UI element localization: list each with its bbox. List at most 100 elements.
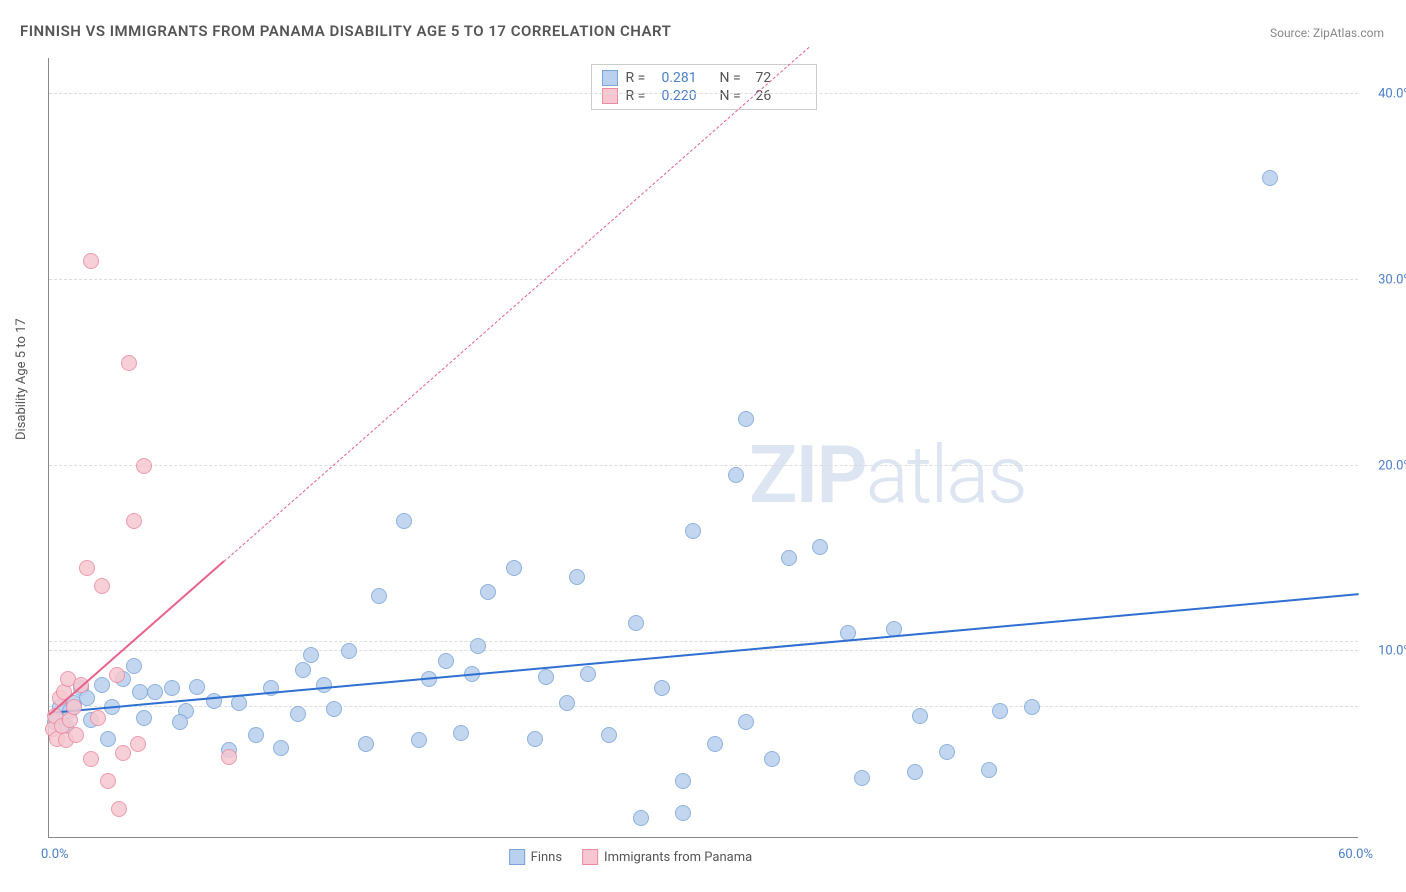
data-point bbox=[164, 680, 180, 696]
data-point bbox=[470, 638, 486, 654]
data-point bbox=[601, 727, 617, 743]
data-point bbox=[189, 679, 205, 695]
data-point bbox=[453, 725, 469, 741]
r-value: 0.220 bbox=[662, 88, 712, 104]
data-point bbox=[738, 411, 754, 427]
data-point bbox=[480, 584, 496, 600]
data-point bbox=[812, 539, 828, 555]
data-point bbox=[79, 560, 95, 576]
trendline bbox=[224, 47, 810, 562]
data-point bbox=[992, 703, 1008, 719]
data-point bbox=[94, 677, 110, 693]
gridline bbox=[49, 641, 1358, 642]
data-point bbox=[132, 684, 148, 700]
data-point bbox=[147, 684, 163, 700]
data-point bbox=[371, 588, 387, 604]
data-point bbox=[580, 666, 596, 682]
legend-swatch bbox=[602, 88, 618, 104]
data-point bbox=[981, 762, 997, 778]
data-point bbox=[68, 727, 84, 743]
data-point bbox=[115, 745, 131, 761]
data-point bbox=[172, 714, 188, 730]
data-point bbox=[111, 801, 127, 817]
stat-row: R = 0.220 N = 26 bbox=[602, 87, 806, 105]
data-point bbox=[83, 253, 99, 269]
data-point bbox=[316, 677, 332, 693]
data-point bbox=[907, 764, 923, 780]
x-axis-min-label: 0.0% bbox=[41, 847, 69, 862]
data-point bbox=[326, 701, 342, 717]
chart-title: FINNISH VS IMMIGRANTS FROM PANAMA DISABI… bbox=[20, 22, 671, 40]
data-point bbox=[126, 658, 142, 674]
n-label: N = bbox=[720, 88, 748, 104]
data-point bbox=[109, 667, 125, 683]
data-point bbox=[295, 662, 311, 678]
data-point bbox=[396, 513, 412, 529]
legend-swatch bbox=[602, 70, 618, 86]
r-label: R = bbox=[626, 88, 654, 104]
data-point bbox=[559, 695, 575, 711]
x-axis-max-label: 60.0% bbox=[1338, 847, 1373, 862]
legend: Finns Immigrants from Panama bbox=[509, 849, 753, 865]
data-point bbox=[939, 744, 955, 760]
r-value: 0.281 bbox=[662, 70, 712, 86]
legend-swatch bbox=[582, 849, 598, 865]
r-label: R = bbox=[626, 70, 654, 86]
data-point bbox=[121, 355, 137, 371]
gridline bbox=[49, 650, 1358, 651]
data-point bbox=[569, 569, 585, 585]
trendline bbox=[49, 594, 1359, 715]
data-point bbox=[221, 749, 237, 765]
n-label: N = bbox=[720, 70, 748, 86]
watermark: ZIPatlas bbox=[749, 428, 1026, 522]
data-point bbox=[738, 714, 754, 730]
data-point bbox=[675, 805, 691, 821]
data-point bbox=[728, 467, 744, 483]
data-point bbox=[66, 699, 82, 715]
data-point bbox=[506, 560, 522, 576]
data-point bbox=[781, 550, 797, 566]
scatter-chart: ZIPatlas R =0.281N =72R =0.220N =26 0.0%… bbox=[48, 58, 1358, 838]
stat-row: R =0.281N =72 bbox=[602, 69, 806, 87]
data-point bbox=[438, 653, 454, 669]
data-point bbox=[764, 751, 780, 767]
data-point bbox=[290, 706, 306, 722]
data-point bbox=[341, 643, 357, 659]
y-tick-label: 30.0% bbox=[1378, 272, 1406, 287]
legend-label: Finns bbox=[531, 850, 562, 865]
legend-item: Immigrants from Panama bbox=[582, 849, 752, 865]
legend-item: Finns bbox=[509, 849, 562, 865]
data-point bbox=[685, 523, 701, 539]
data-point bbox=[633, 810, 649, 826]
data-point bbox=[231, 695, 247, 711]
y-tick-label: 20.0% bbox=[1378, 458, 1406, 473]
data-point bbox=[136, 458, 152, 474]
data-point bbox=[248, 727, 264, 743]
data-point bbox=[527, 731, 543, 747]
data-point bbox=[100, 773, 116, 789]
y-tick-label: 10.0% bbox=[1378, 644, 1406, 659]
data-point bbox=[94, 578, 110, 594]
data-point bbox=[303, 647, 319, 663]
data-point bbox=[100, 731, 116, 747]
data-point bbox=[90, 710, 106, 726]
data-point bbox=[912, 708, 928, 724]
source-label: Source: ZipAtlas.com bbox=[1270, 26, 1384, 40]
data-point bbox=[126, 513, 142, 529]
data-point bbox=[136, 710, 152, 726]
n-value: 26 bbox=[756, 88, 806, 104]
data-point bbox=[707, 736, 723, 752]
y-tick-label: 40.0% bbox=[1378, 87, 1406, 102]
data-point bbox=[83, 751, 99, 767]
gridline bbox=[49, 93, 1358, 94]
data-point bbox=[411, 732, 427, 748]
data-point bbox=[130, 736, 146, 752]
legend-label: Immigrants from Panama bbox=[604, 850, 752, 865]
data-point bbox=[358, 736, 374, 752]
data-point bbox=[675, 773, 691, 789]
gridline bbox=[49, 279, 1358, 280]
data-point bbox=[273, 740, 289, 756]
data-point bbox=[538, 669, 554, 685]
legend-swatch bbox=[509, 849, 525, 865]
data-point bbox=[1024, 699, 1040, 715]
